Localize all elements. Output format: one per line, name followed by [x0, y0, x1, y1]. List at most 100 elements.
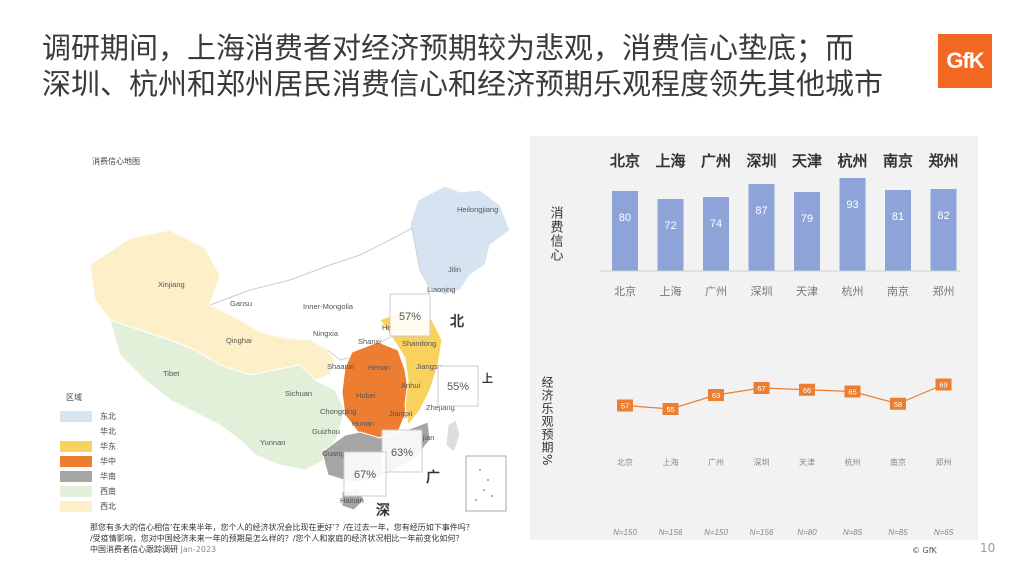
confidence-value-label: 80 [619, 212, 631, 224]
legend-label: 华北 [100, 427, 116, 436]
region-southwest [109, 319, 346, 471]
province-label: Sichuan [285, 389, 312, 398]
china-consumer-confidence-map: Heilongjiang Jilin Liaoning Xinjiang Gan… [89, 185, 511, 518]
sample-size-label: N=80 [797, 528, 817, 537]
province-label: Guizhou [312, 427, 340, 436]
beijing-city-label: 北 [450, 313, 464, 329]
optimism-point [844, 385, 861, 398]
sample-size-label: N=65 [934, 528, 954, 537]
province-label: Shaanxi [327, 362, 354, 371]
sample-size-label: N=85 [843, 528, 863, 537]
page-title: 调研期间，上海消费者对经济预期较为悲观，消费信心垫底；而 深圳、杭州和郑州居民消… [42, 30, 922, 102]
line-category-label: 杭州 [845, 457, 861, 467]
legend-swatch [60, 501, 92, 512]
legend-item: 华北 [60, 424, 116, 439]
line-category-label: 上海 [663, 457, 679, 467]
bar-category-label: 杭州 [842, 284, 864, 298]
confidence-bar [930, 189, 957, 271]
line-category-label: 南京 [890, 457, 906, 467]
confidence-bar [794, 192, 820, 271]
sample-size-label: N=156 [750, 528, 774, 537]
line-chart-ylabel: 经济乐观预期% [540, 376, 554, 467]
line-category-label: 郑州 [936, 457, 952, 467]
optimism-value-label: 69 [939, 381, 947, 390]
city-header: 深圳 [746, 152, 776, 170]
legend-swatch [60, 456, 92, 467]
optimism-value-label: 55 [666, 405, 674, 414]
optimism-value-label: 58 [894, 400, 902, 409]
legend-label: 西北 [100, 502, 116, 511]
optimism-value-label: 65 [848, 388, 856, 397]
province-label: Xinjiang [158, 280, 185, 289]
legend-label: 华南 [100, 472, 116, 481]
city-header: 北京 [610, 152, 640, 170]
optimism-point [708, 389, 724, 401]
region-taiwan [445, 419, 461, 453]
legend-label: 华中 [100, 457, 116, 466]
legend-item: 西北 [60, 499, 116, 514]
province-label: Guangxi [322, 449, 350, 458]
legend-swatch [60, 441, 92, 452]
shenzhen-optimism-callout: 67% [354, 469, 376, 481]
province-label: Hainan [340, 496, 364, 505]
optimism-point [890, 397, 906, 410]
province-label: He [382, 323, 392, 332]
line-category-label: 深圳 [754, 457, 770, 467]
confidence-value-label: 81 [892, 211, 904, 223]
bar-chart-ylabel: 消费信心 [548, 206, 564, 262]
province-label: Qinghai [226, 336, 252, 345]
province-label: Heilongjiang [457, 205, 498, 214]
legend-item: 华中 [60, 454, 116, 469]
optimism-value-label: 63 [712, 391, 720, 400]
city-charts-panel: 北京 上海 广州 深圳 天津 杭州 南京 郑州 消费信心 80 72 74 87 79 93 81 82 北京 上海… [530, 136, 978, 540]
region-legend: 区域 东北 华北 华东 华中 华南 西南 西北 [60, 392, 116, 514]
province-label: Shandong [402, 339, 436, 348]
note-line-1: 那您有多大的信心相信‘在未来半年，您个人的经济状况会比现在更好’？/在过去一年，… [90, 523, 474, 532]
legend-label: 东北 [100, 412, 116, 421]
city-header: 上海 [655, 152, 685, 170]
sample-size-label: N=150 [613, 528, 637, 537]
province-label: Shanxi [358, 337, 381, 346]
bar-category-label: 北京 [614, 284, 636, 298]
gfk-logo: GfK [938, 34, 992, 88]
legend-swatch [60, 426, 92, 437]
shanghai-optimism-callout: 55% [447, 381, 469, 393]
optimism-point [753, 382, 770, 394]
title-line-2: 深圳、杭州和郑州居民消费信心和经济预期乐观程度领先其他城市 [42, 67, 884, 101]
bar-category-label: 南京 [887, 284, 909, 298]
legend-swatch [60, 411, 92, 422]
province-label: Anhui [401, 381, 421, 390]
shenzhen-city-label: 深 [376, 502, 390, 518]
page-number: 10 [980, 541, 996, 555]
optimism-value-label: 66 [803, 386, 811, 395]
legend-label: 华东 [100, 442, 116, 451]
optimism-point [935, 378, 952, 391]
province-label: Zhejiang [426, 403, 455, 412]
province-label: Inner-Mongolia [303, 302, 354, 311]
map-title: 消费信心地图 [92, 157, 140, 166]
note-source: 中国消费者信心跟踪调研 Jan-2023 [90, 544, 550, 555]
confidence-bar [657, 199, 684, 271]
province-label: Gansu [230, 299, 252, 308]
legend-swatch [60, 471, 92, 482]
bar-category-label: 郑州 [933, 284, 955, 298]
province-label: Yunnan [260, 438, 285, 447]
confidence-value-label: 93 [846, 199, 858, 211]
survey-notes: 那您有多大的信心相信‘在未来半年，您个人的经济状况会比现在更好’？/在过去一年，… [90, 522, 550, 555]
optimism-point [662, 403, 679, 415]
region-east [379, 309, 443, 427]
optimism-point [799, 383, 815, 396]
line-category-label: 北京 [617, 457, 633, 467]
legend-item: 华东 [60, 439, 116, 454]
province-label: Fujian [414, 433, 434, 442]
optimism-value-label: 67 [757, 384, 765, 393]
bar-category-label: 天津 [796, 285, 818, 298]
bar-category-label: 广州 [705, 285, 727, 298]
province-label: Jiangsu [416, 362, 442, 371]
note-line-2: /受疫情影响，您对中国经济未来一年的预期是怎么样的？/您个人和家庭的经济状况相比… [90, 534, 464, 543]
sample-size-label: N=85 [888, 528, 908, 537]
source-date: Jan-2023 [180, 545, 217, 554]
confidence-bar [885, 190, 911, 271]
province-label: Jilin [448, 265, 461, 274]
legend-item: 东北 [60, 409, 116, 424]
